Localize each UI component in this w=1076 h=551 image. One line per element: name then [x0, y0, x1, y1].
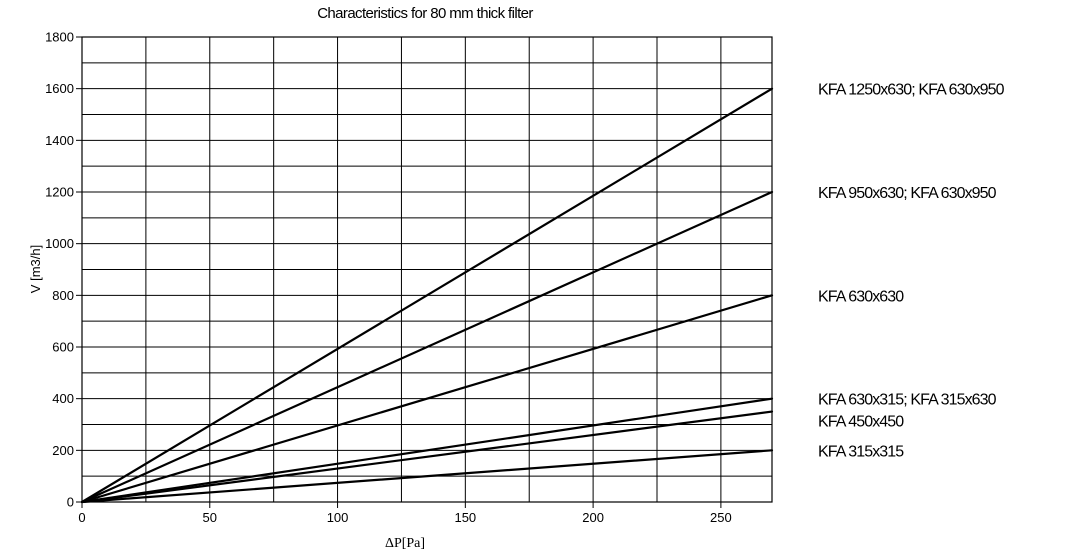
series-line	[80, 449, 774, 504]
x-tick-labels: 0 50 100 150 200 250	[78, 502, 732, 525]
x-tick-label: 200	[582, 510, 604, 525]
y-tick-labels: 0 200 400 600 800 1000 1200 1400 1600 1800	[45, 30, 82, 510]
y-tick-label: 800	[52, 288, 74, 303]
y-tick-label: 1000	[45, 236, 74, 251]
chart-title: Characteristics for 80 mm thick filter	[317, 5, 533, 22]
x-axis-label: ΔP[Pa]	[385, 536, 425, 551]
x-tick-label: 150	[454, 510, 476, 525]
series-label: KFA 950x630; KFA 630x950	[818, 185, 997, 202]
y-axis-label: V [m3/h]	[28, 245, 43, 293]
axes	[81, 36, 773, 503]
series-label: KFA 315x315	[818, 443, 904, 460]
y-tick-label: 1400	[45, 133, 74, 148]
x-tick-label: 250	[710, 510, 732, 525]
x-tick-label: 0	[78, 510, 85, 525]
series-label: KFA 1250x630; KFA 630x950	[818, 82, 1005, 99]
plot-frame	[81, 36, 773, 503]
series-line	[80, 190, 774, 504]
y-tick-label: 1200	[45, 185, 74, 200]
series-label: KFA 450x450	[818, 414, 904, 431]
series-label: KFA 630x630	[818, 288, 904, 305]
x-tick-label: 50	[203, 510, 217, 525]
series-line	[80, 410, 774, 504]
y-tick-label: 400	[52, 391, 74, 406]
y-tick-label: 600	[52, 340, 74, 355]
series-line	[80, 87, 774, 504]
series-label: KFA 630x315; KFA 315x630	[818, 392, 997, 409]
series-line	[80, 294, 774, 504]
grid	[82, 37, 772, 502]
y-tick-label: 1800	[45, 30, 74, 45]
y-tick-label: 1600	[45, 81, 74, 96]
series-labels: KFA 1250x630; KFA 630x950 KFA 950x630; KF…	[818, 82, 1006, 461]
series-lines	[80, 87, 774, 504]
y-tick-label: 0	[67, 495, 74, 510]
x-tick-label: 100	[327, 510, 349, 525]
series-line	[80, 397, 774, 504]
y-tick-label: 200	[52, 443, 74, 458]
